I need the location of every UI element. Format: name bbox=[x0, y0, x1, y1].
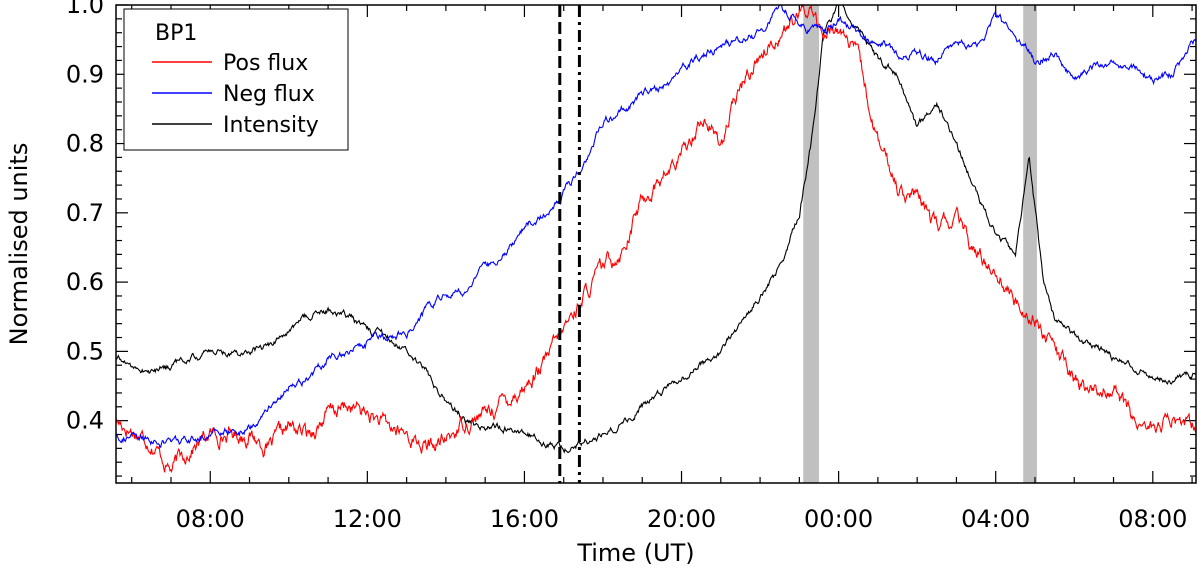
x-axis-label: Time (UT) bbox=[576, 539, 694, 567]
x-tick-label: 16:00 bbox=[490, 505, 559, 533]
y-tick-label: 0.9 bbox=[66, 60, 104, 88]
y-tick-label: 0.7 bbox=[66, 199, 104, 227]
axis-ticks bbox=[116, 4, 1196, 483]
x-tick-label: 20:00 bbox=[647, 505, 716, 533]
legend-title: BP1 bbox=[155, 21, 197, 46]
legend-label: Intensity bbox=[223, 113, 319, 138]
x-tick-label: 12:00 bbox=[333, 505, 402, 533]
y-axis-label: Normalised units bbox=[5, 143, 33, 346]
y-tick-label: 0.4 bbox=[66, 407, 104, 435]
shaded-bands bbox=[803, 5, 1037, 483]
x-tick-label: 00:00 bbox=[804, 505, 873, 533]
y-tick-label: 1.0 bbox=[66, 0, 104, 19]
event-markers bbox=[558, 5, 581, 483]
y-tick-labels: 0.4 0.5 0.6 0.7 0.8 0.9 1.0 bbox=[66, 0, 104, 435]
legend: BP1 Pos flux Neg flux Intensity bbox=[123, 8, 349, 151]
legend-box bbox=[123, 8, 349, 151]
series-line-pos-flux bbox=[115, 3, 1197, 474]
x-tick-label: 08:00 bbox=[176, 505, 245, 533]
y-tick-label: 0.6 bbox=[66, 268, 104, 296]
x-tick-label: 08:00 bbox=[1118, 505, 1187, 533]
legend-label: Pos flux bbox=[223, 51, 308, 76]
series-line-intensity bbox=[115, 4, 1196, 454]
y-tick-label: 0.8 bbox=[66, 130, 104, 158]
legend-label: Neg flux bbox=[223, 82, 315, 107]
plot-frame bbox=[115, 4, 1197, 484]
shaded-band-1 bbox=[803, 5, 819, 483]
y-tick-label: 0.5 bbox=[66, 337, 104, 365]
shaded-band-2 bbox=[1023, 5, 1037, 483]
series-line-neg-flux bbox=[115, 4, 1197, 448]
x-tick-label: 04:00 bbox=[961, 505, 1030, 533]
series-lines bbox=[115, 3, 1197, 474]
x-tick-labels: 08:00 12:00 16:00 20:00 00:00 04:00 08:00 bbox=[176, 505, 1188, 533]
